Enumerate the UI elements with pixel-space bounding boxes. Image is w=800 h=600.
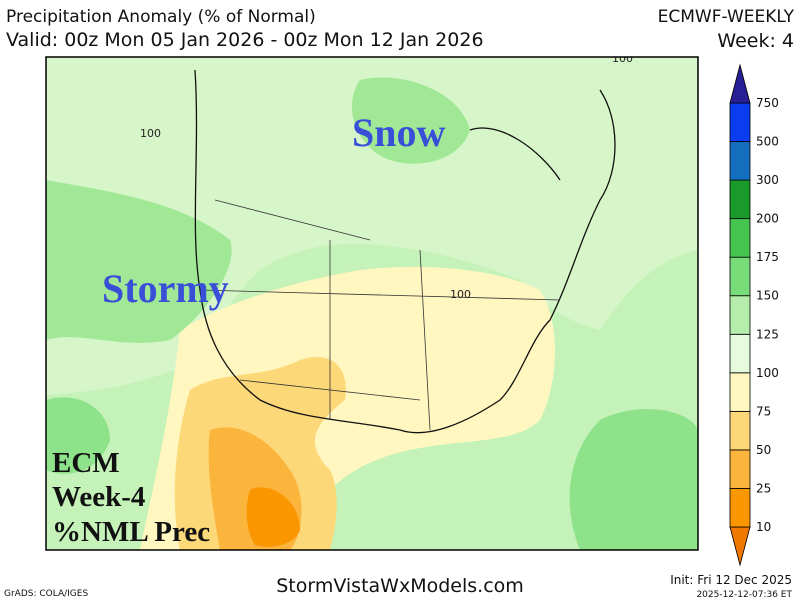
colorbar-label: 10 — [756, 520, 771, 534]
credit: GrADS: COLA/IGES — [4, 589, 88, 599]
contour-label: 100 — [612, 52, 633, 65]
contour-label: 100 — [140, 127, 161, 140]
colorbar-label: 500 — [756, 135, 779, 149]
colorbar-box — [729, 141, 751, 181]
region-driest — [246, 487, 300, 547]
colorbar-label: 75 — [756, 404, 771, 418]
colorbar: 10 25 50 75 100 125 150 175 200 300 500 750 — [729, 63, 779, 567]
colorbar-box — [729, 372, 751, 412]
map-legend-week: Week-4 — [52, 481, 145, 513]
map-legend-model: ECM — [52, 447, 120, 479]
colorbar-box — [729, 410, 751, 451]
coastlines — [194, 69, 616, 434]
colorbar-box — [729, 102, 751, 142]
colorbar-box — [729, 256, 751, 297]
region-wet-pacific — [46, 397, 110, 474]
annotation-stormy: Stormy — [102, 266, 229, 311]
map: 100 100 100 Snow Stormy ECM Week-4 %NML … — [45, 52, 699, 551]
region-wet-north — [351, 77, 470, 164]
region-wet-caribbean — [569, 409, 698, 550]
annotation-snow: Snow — [352, 110, 445, 155]
model: ECMWF-WEEKLY — [658, 7, 795, 27]
colorbar-label: 50 — [756, 443, 771, 457]
colorbar-label: 100 — [756, 366, 779, 380]
borders — [199, 199, 561, 431]
colorbar-label: 125 — [756, 327, 779, 341]
colorbar-label: 200 — [756, 212, 779, 226]
contour-label: 100 — [450, 288, 471, 301]
map-legend-field: %NML Prec — [52, 516, 210, 548]
colorbar-label: 25 — [756, 481, 771, 495]
site: StormVistaWxModels.com — [276, 575, 524, 597]
colorbar-arrow-high — [729, 63, 751, 104]
timestamp: 2025-12-12-07:36 ET — [696, 590, 792, 600]
colorbar-box — [729, 179, 751, 220]
colorbar-box — [729, 333, 751, 374]
colorbar-label: 150 — [756, 289, 779, 303]
region-pale-green — [46, 57, 698, 395]
init-time: Init: Fri 12 Dec 2025 — [670, 573, 792, 587]
colorbar-box — [729, 449, 751, 489]
colorbar-box — [729, 295, 751, 335]
title: Precipitation Anomaly (% of Normal) — [6, 7, 316, 27]
week: Week: 4 — [717, 30, 794, 52]
colorbar-label: 175 — [756, 250, 779, 264]
valid-time: Valid: 00z Mon 05 Jan 2026 - 00z Mon 12 … — [6, 29, 484, 51]
colorbar-box — [729, 218, 751, 258]
colorbar-label: 300 — [756, 173, 779, 187]
colorbar-label: 750 — [756, 96, 779, 110]
region-wet-west — [46, 180, 232, 343]
map-frame — [45, 56, 699, 551]
colorbar-box — [729, 488, 751, 528]
